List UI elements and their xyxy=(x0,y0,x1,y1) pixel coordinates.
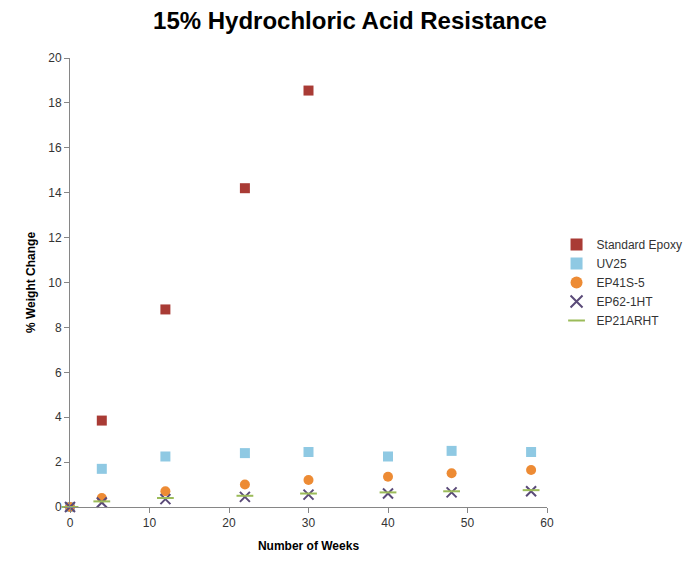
svg-text:12: 12 xyxy=(48,231,62,245)
svg-text:6: 6 xyxy=(55,366,62,380)
svg-text:10: 10 xyxy=(143,516,157,530)
svg-text:60: 60 xyxy=(540,516,554,530)
svg-text:10: 10 xyxy=(48,276,62,290)
svg-text:EP21ARHT: EP21ARHT xyxy=(597,314,660,328)
svg-text:30: 30 xyxy=(302,516,316,530)
svg-text:20: 20 xyxy=(222,516,236,530)
svg-text:Number of Weeks: Number of Weeks xyxy=(258,539,359,553)
svg-text:15% Hydrochloric Acid Resistan: 15% Hydrochloric Acid Resistance xyxy=(153,7,547,34)
svg-text:Standard Epoxy: Standard Epoxy xyxy=(597,238,682,252)
svg-text:EP62-1HT: EP62-1HT xyxy=(597,295,654,309)
svg-text:16: 16 xyxy=(48,141,62,155)
svg-text:8: 8 xyxy=(55,321,62,335)
svg-text:2: 2 xyxy=(55,455,62,469)
svg-text:0: 0 xyxy=(55,500,62,514)
svg-text:50: 50 xyxy=(461,516,475,530)
svg-text:18: 18 xyxy=(48,96,62,110)
svg-text:14: 14 xyxy=(48,186,62,200)
svg-text:4: 4 xyxy=(55,410,62,424)
svg-text:EP41S-5: EP41S-5 xyxy=(597,276,645,290)
svg-text:% Weight Change: % Weight Change xyxy=(24,232,38,333)
svg-text:UV25: UV25 xyxy=(597,257,627,271)
svg-text:20: 20 xyxy=(48,51,62,65)
svg-text:40: 40 xyxy=(381,516,395,530)
svg-text:0: 0 xyxy=(67,516,74,530)
